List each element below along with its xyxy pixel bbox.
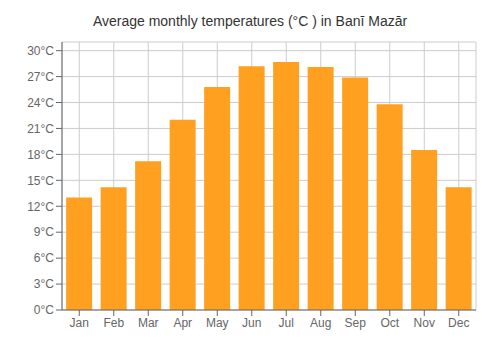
svg-text:27°C: 27°C: [27, 70, 54, 84]
svg-text:Mar: Mar: [138, 316, 159, 330]
svg-text:Jan: Jan: [70, 316, 89, 330]
svg-text:Nov: Nov: [414, 316, 435, 330]
svg-text:21°C: 21°C: [27, 122, 54, 136]
svg-text:Apr: Apr: [173, 316, 192, 330]
svg-text:Jun: Jun: [242, 316, 261, 330]
svg-text:Aug: Aug: [310, 316, 331, 330]
svg-text:12°C: 12°C: [27, 200, 54, 214]
svg-text:Jul: Jul: [279, 316, 294, 330]
svg-text:6°C: 6°C: [34, 251, 54, 265]
svg-text:18°C: 18°C: [27, 148, 54, 162]
svg-text:0°C: 0°C: [34, 303, 54, 317]
svg-text:3°C: 3°C: [34, 277, 54, 291]
svg-text:May: May: [206, 316, 229, 330]
svg-text:Oct: Oct: [380, 316, 399, 330]
svg-text:Feb: Feb: [103, 316, 124, 330]
svg-text:24°C: 24°C: [27, 96, 54, 110]
svg-text:9°C: 9°C: [34, 225, 54, 239]
svg-text:Dec: Dec: [448, 316, 469, 330]
svg-text:30°C: 30°C: [27, 44, 54, 58]
svg-text:15°C: 15°C: [27, 174, 54, 188]
svg-text:Sep: Sep: [345, 316, 367, 330]
html-text:Average monthly temperatures (: Average monthly temperatures (°C ) in Ba…: [92, 13, 408, 29]
